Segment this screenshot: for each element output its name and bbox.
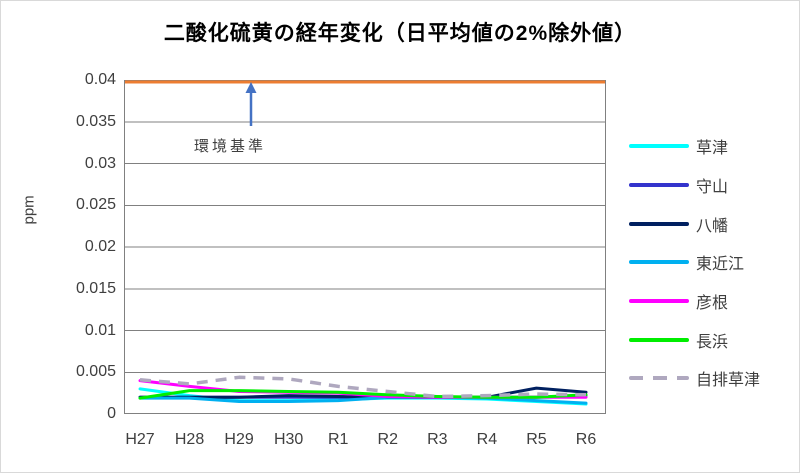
- legend-label: 八幡: [696, 217, 729, 235]
- legend-swatch-icon: [629, 376, 689, 381]
- legend-label: 東近江: [696, 256, 745, 274]
- y-tick-label: 0.015: [75, 279, 116, 297]
- series-line-5: [138, 389, 588, 400]
- legend-item-5: 長浜: [629, 320, 794, 359]
- legend-label: 自排草津: [696, 372, 761, 390]
- y-tick-label: 0.035: [75, 112, 116, 130]
- legend-label: 長浜: [696, 333, 729, 351]
- x-tick-label: R2: [377, 431, 398, 448]
- series-line-2: [138, 386, 588, 399]
- legend-item-6: 自排草津: [629, 359, 794, 398]
- legend-item-4: 彦根: [629, 282, 794, 321]
- standard-line-annotation: 環境基準: [194, 138, 267, 155]
- legend-swatch-icon: [629, 144, 689, 149]
- legend-swatch-icon: [629, 337, 689, 342]
- legend-swatch-icon: [629, 260, 689, 265]
- x-tick-label: R4: [476, 431, 498, 448]
- legend: 草津守山八幡東近江彦根長浜自排草津: [629, 127, 794, 398]
- legend-label: 守山: [696, 179, 729, 197]
- x-tick-label: R1: [327, 431, 349, 448]
- x-tick-label: R5: [526, 431, 547, 448]
- legend-item-1: 守山: [629, 166, 794, 205]
- x-tick-label: H29: [224, 431, 254, 448]
- series-line-3: [138, 395, 588, 405]
- y-tick-label: 0.03: [84, 154, 116, 172]
- x-tick-label: R6: [575, 431, 597, 448]
- legend-label: 草津: [696, 140, 729, 158]
- x-tick-label: H30: [273, 431, 304, 448]
- legend-swatch-icon: [629, 299, 689, 304]
- y-tick-label: 0.02: [84, 238, 116, 255]
- y-tick-label: 0.01: [84, 321, 116, 339]
- y-tick-label: 0.025: [75, 196, 116, 214]
- legend-swatch-icon: [629, 221, 689, 226]
- y-tick-label: 0.04: [84, 71, 116, 88]
- chart-title: 二酸化硫黄の経年変化（日平均値の2%除外値）: [163, 22, 637, 45]
- legend-item-3: 東近江: [629, 243, 794, 282]
- legend-item-0: 草津: [629, 127, 794, 166]
- annotation-arrow-head: [245, 82, 257, 93]
- x-tick-label: H27: [125, 431, 155, 448]
- plot-area: [124, 80, 606, 414]
- x-tick-label: R3: [427, 431, 448, 448]
- x-tick-label: H28: [174, 431, 205, 448]
- legend-label: 彦根: [696, 295, 729, 313]
- legend-item-2: 八幡: [629, 204, 794, 243]
- legend-swatch-icon: [629, 183, 689, 188]
- y-tick-label: 0.005: [75, 363, 116, 381]
- y-tick-label: 0: [107, 405, 116, 422]
